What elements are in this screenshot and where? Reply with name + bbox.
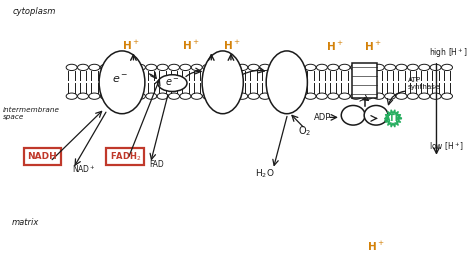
Text: cytoplasm: cytoplasm [12,7,55,16]
Text: H$^+$: H$^+$ [367,240,385,253]
Text: ATP
synthase: ATP synthase [408,77,441,90]
Text: ATP: ATP [384,114,402,123]
Text: H$_2$O: H$_2$O [255,167,274,180]
Text: H$^+$: H$^+$ [223,39,241,52]
Ellipse shape [341,105,365,125]
Text: e$^-$: e$^-$ [165,77,180,88]
Text: ADP: ADP [314,113,332,122]
Text: H$^+$: H$^+$ [182,39,200,52]
Text: intermembrane
space: intermembrane space [3,107,60,120]
Text: matrix: matrix [12,218,39,227]
Text: O$_2$: O$_2$ [298,125,311,138]
Ellipse shape [364,105,388,125]
Text: e$^-$: e$^-$ [112,74,128,85]
Circle shape [158,75,187,92]
Text: FADH$_2$: FADH$_2$ [109,150,141,163]
Text: NADH: NADH [27,152,57,161]
Text: H$^+$: H$^+$ [364,40,382,53]
Text: low [H$^+$]: low [H$^+$] [428,141,464,153]
Text: high [H$^+$]: high [H$^+$] [428,46,467,60]
Text: H$^+$: H$^+$ [122,39,140,52]
Ellipse shape [202,51,243,114]
Ellipse shape [266,51,307,114]
Bar [352,63,377,98]
Ellipse shape [99,51,145,114]
Text: H$^+$: H$^+$ [326,40,344,53]
Text: NAD$^+$: NAD$^+$ [72,164,96,175]
Text: FAD: FAD [149,160,164,169]
